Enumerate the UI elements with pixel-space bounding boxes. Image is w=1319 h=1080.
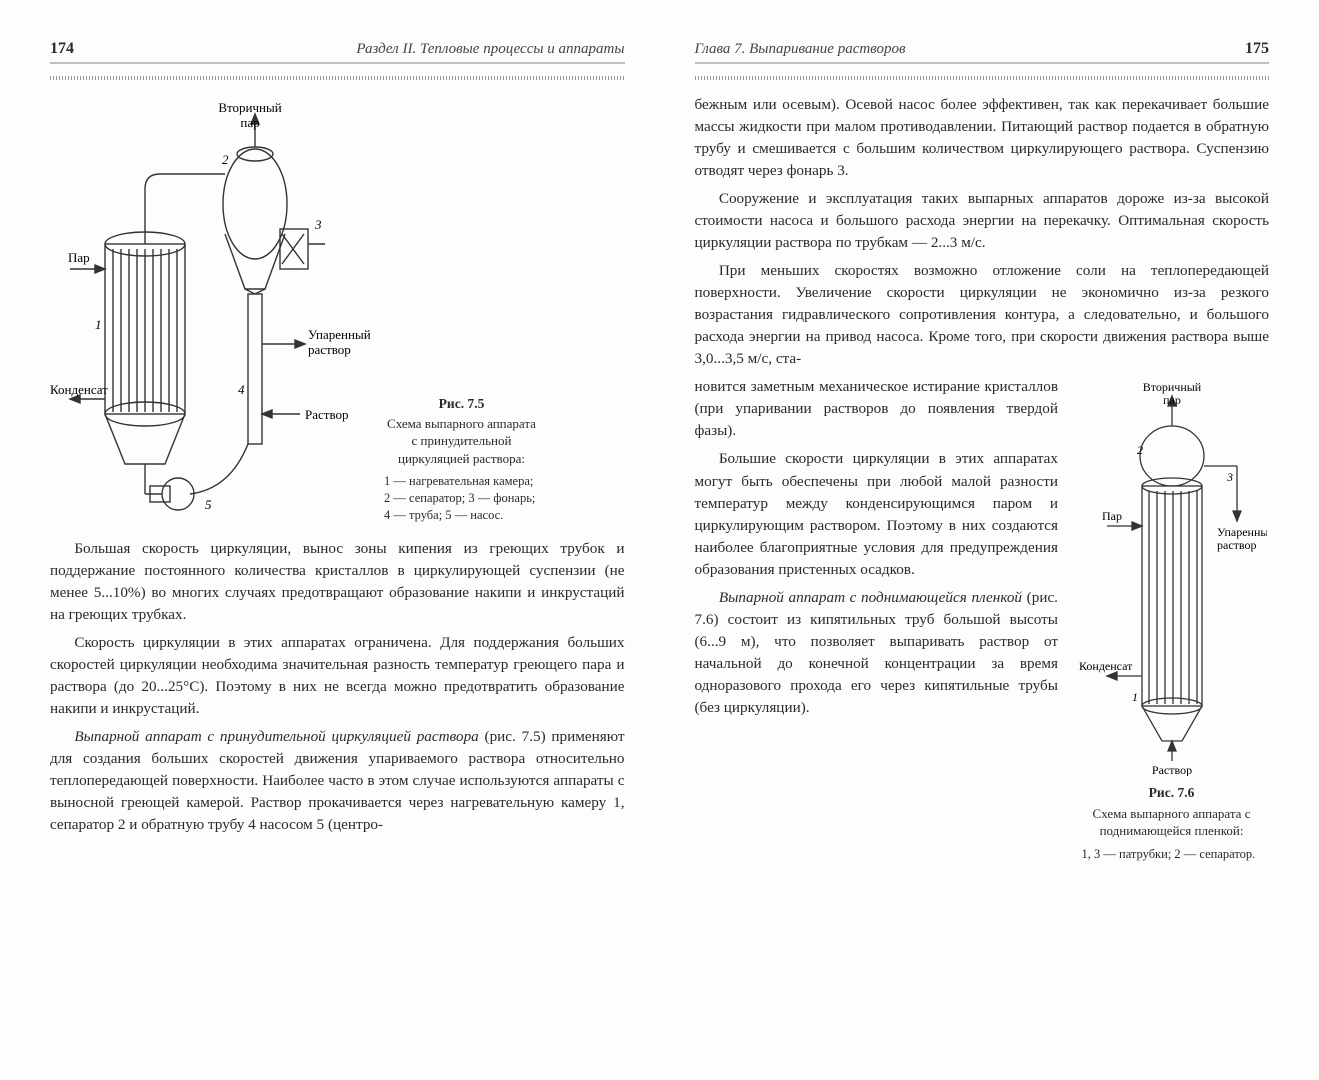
svg-text:Конденсат: Конденсат	[50, 382, 108, 397]
page-number-left: 174	[50, 40, 74, 58]
header-left: 174 Раздел II. Тепловые процессы и аппар…	[50, 40, 625, 64]
right-para-6: Выпарной аппарат с поднимающейся пленкой…	[695, 587, 1059, 719]
page-left: 174 Раздел II. Тепловые процессы и аппар…	[50, 40, 625, 1040]
label-vtorichny-par: Вторичный	[218, 100, 281, 115]
svg-text:Раствор: Раствор	[305, 407, 349, 422]
caption-7-5: Рис. 7.5 Схема выпарного аппарата с прин…	[384, 395, 539, 524]
svg-text:Раствор: Раствор	[1151, 763, 1191, 776]
caption-7-5-title: Рис. 7.5	[384, 395, 539, 413]
caption-7-6-legend: 1, 3 — патрубки; 2 — сепаратор.	[1082, 846, 1262, 863]
right-para-4: новится заметным механическое истирание …	[695, 376, 1059, 442]
figure-7-5: Вторичный пар Пар Упаренный раствор Конд…	[50, 94, 625, 524]
figure-7-6: Вторичный пар Пар Упаренный раствор Конд…	[1074, 376, 1269, 862]
svg-text:Вторичный: Вторичный	[1142, 380, 1201, 394]
svg-text:4: 4	[238, 382, 245, 397]
caption-7-6-title: Рис. 7.6	[1082, 784, 1262, 802]
svg-text:Пар: Пар	[1102, 509, 1122, 523]
right-para-6-rest: (рис. 7.6) состоит из кипятильных труб б…	[695, 589, 1059, 716]
page-right: Глава 7. Выпаривание растворов 175 бежны…	[695, 40, 1270, 1040]
svg-text:Упаренный: Упаренный	[308, 327, 370, 342]
caption-7-5-legend: 1 — нагревательная камера; 2 — сепаратор…	[384, 473, 539, 524]
right-para-6-em: Выпарной аппарат с поднимающейся пленкой	[719, 589, 1022, 606]
caption-7-5-body: Схема выпарного аппарата с принудительно…	[384, 415, 539, 468]
header-right: Глава 7. Выпаривание растворов 175	[695, 40, 1270, 64]
caption-7-6: Рис. 7.6 Схема выпарного аппарата с подн…	[1082, 784, 1262, 862]
right-para-3: При меньших скоростях возможно отложение…	[695, 260, 1270, 370]
diagram-7-6: Вторичный пар Пар Упаренный раствор Конд…	[1077, 376, 1267, 776]
svg-text:пар: пар	[1163, 393, 1181, 407]
svg-text:2: 2	[222, 152, 229, 167]
caption-7-6-body: Схема выпарного аппарата с поднимающейся…	[1082, 805, 1262, 840]
svg-text:раствор: раствор	[308, 342, 351, 357]
svg-text:Конденсат: Конденсат	[1079, 659, 1133, 673]
right-two-column: новится заметным механическое истирание …	[695, 376, 1270, 862]
left-para-3-em: Выпарной аппарат с принудительной циркул…	[74, 728, 478, 745]
header-rule-right	[695, 76, 1270, 80]
page-number-right: 175	[1245, 40, 1269, 58]
svg-text:1: 1	[1132, 690, 1138, 704]
left-para-1: Большая скорость циркуляции, вынос зоны …	[50, 538, 625, 626]
svg-text:Пар: Пар	[68, 250, 90, 265]
right-para-2: Сооружение и эксплуатация таких выпарных…	[695, 188, 1270, 254]
left-para-3: Выпарной аппарат с принудительной циркул…	[50, 726, 625, 836]
svg-text:Упаренный: Упаренный	[1217, 525, 1267, 539]
section-title-left: Раздел II. Тепловые процессы и аппараты	[356, 41, 624, 58]
svg-text:5: 5	[205, 497, 212, 512]
svg-text:раствор: раствор	[1217, 538, 1256, 552]
right-para-1: бежным или осевым). Осевой насос более э…	[695, 94, 1270, 182]
svg-text:3: 3	[314, 217, 322, 232]
section-title-right: Глава 7. Выпаривание растворов	[695, 41, 906, 58]
header-rule	[50, 76, 625, 80]
left-para-2: Скорость циркуляции в этих аппаратах огр…	[50, 632, 625, 720]
diagram-7-5: Вторичный пар Пар Упаренный раствор Конд…	[50, 94, 370, 524]
right-para-5: Большие скорости циркуляции в этих аппар…	[695, 448, 1059, 580]
svg-text:пар: пар	[240, 115, 259, 130]
right-textcol: новится заметным механическое истирание …	[695, 376, 1059, 862]
svg-text:2: 2	[1137, 443, 1143, 457]
svg-text:1: 1	[95, 317, 102, 332]
svg-text:3: 3	[1226, 470, 1233, 484]
